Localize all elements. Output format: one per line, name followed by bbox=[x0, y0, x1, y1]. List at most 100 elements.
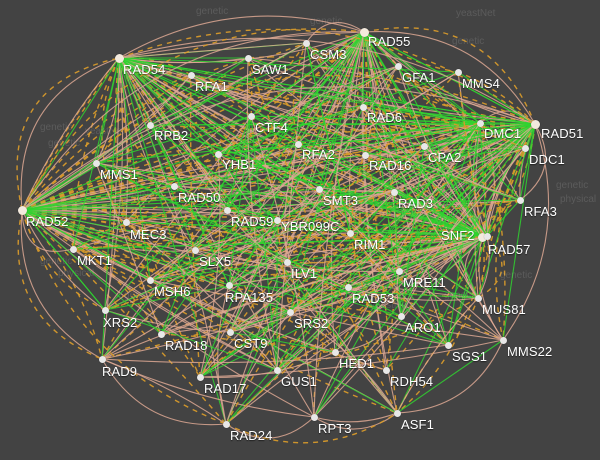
graph-edge bbox=[95, 31, 365, 164]
graph-node-rad51[interactable] bbox=[530, 119, 540, 129]
graph-edge bbox=[118, 57, 192, 76]
graph-node-slx5[interactable] bbox=[191, 246, 199, 254]
graph-edge bbox=[276, 219, 387, 371]
graph-edge bbox=[118, 15, 365, 59]
graph-edge bbox=[400, 122, 481, 317]
graph-node-rad57[interactable] bbox=[483, 232, 491, 240]
graph-edge bbox=[21, 28, 365, 211]
graph-node-gfa1[interactable] bbox=[394, 62, 402, 70]
graph-edge bbox=[334, 286, 349, 353]
graph-edge bbox=[199, 351, 336, 378]
graph-node-rim1[interactable] bbox=[346, 229, 354, 237]
graph-edge bbox=[250, 115, 521, 201]
graph-node-aro1[interactable] bbox=[397, 312, 405, 320]
graph-edge bbox=[104, 115, 252, 311]
graph-node-rad16[interactable] bbox=[361, 151, 369, 159]
graph-edge bbox=[21, 209, 291, 313]
graph-edge bbox=[250, 115, 315, 418]
graph-node-asf1[interactable] bbox=[393, 409, 401, 417]
graph-edge bbox=[21, 57, 249, 211]
graph-node-rdh54[interactable] bbox=[382, 366, 390, 374]
graph-node-rfa3[interactable] bbox=[516, 196, 524, 204]
graph-node-mms4[interactable] bbox=[454, 68, 462, 76]
graph-node-hed1[interactable] bbox=[331, 348, 339, 356]
graph-node-rad54[interactable] bbox=[114, 53, 124, 63]
graph-node-mus81[interactable] bbox=[474, 294, 482, 302]
graph-node-saw1[interactable] bbox=[244, 54, 252, 62]
graph-node-yhb1[interactable] bbox=[214, 150, 222, 158]
graph-edge bbox=[228, 122, 481, 286]
graph-node-ddc1[interactable] bbox=[521, 144, 529, 152]
graph-edge bbox=[226, 123, 536, 211]
graph-node-csm3[interactable] bbox=[302, 39, 310, 47]
graph-node-rfa2[interactable] bbox=[294, 140, 302, 148]
graph-edge bbox=[477, 123, 536, 299]
graph-node-gus1[interactable] bbox=[273, 366, 281, 374]
graph-node-mms1[interactable] bbox=[92, 159, 100, 167]
graph-edge bbox=[397, 65, 481, 124]
graph-node-dmc1[interactable] bbox=[476, 119, 484, 127]
graph-edge bbox=[21, 209, 74, 252]
graph-edge bbox=[118, 57, 228, 211]
graph-node-rad50[interactable] bbox=[170, 182, 178, 190]
graph-edge bbox=[101, 42, 307, 360]
graph-node-rad52[interactable] bbox=[17, 205, 27, 215]
graph-node-srs2[interactable] bbox=[286, 308, 294, 316]
graph-edge bbox=[160, 333, 336, 353]
graph-edge bbox=[397, 65, 488, 237]
graph-edge bbox=[149, 279, 504, 341]
graph-edge bbox=[318, 188, 488, 237]
graph-edge bbox=[225, 412, 398, 444]
graph-edge bbox=[217, 31, 365, 155]
graph-node-rfa1[interactable] bbox=[187, 71, 195, 79]
graph-node-rad17[interactable] bbox=[196, 373, 204, 381]
graph-edge bbox=[104, 122, 481, 311]
graph-edge bbox=[118, 42, 307, 59]
graph-node-smt3[interactable] bbox=[315, 185, 323, 193]
graph-edge bbox=[363, 31, 536, 125]
graph-node-rad53[interactable] bbox=[344, 283, 352, 291]
graph-edge bbox=[502, 123, 550, 341]
graph-edge bbox=[400, 123, 536, 317]
graph-edge bbox=[199, 339, 504, 378]
graph-node-rad6[interactable] bbox=[359, 103, 367, 111]
graph-node-ybr099c[interactable] bbox=[273, 216, 281, 224]
graph-edge bbox=[226, 209, 288, 263]
graph-edge bbox=[189, 74, 201, 378]
graph-node-msh6[interactable] bbox=[146, 276, 154, 284]
graph-edge bbox=[118, 28, 536, 125]
graph-node-rad24[interactable] bbox=[222, 420, 230, 428]
graph-node-rpa135[interactable] bbox=[225, 281, 233, 289]
graph-node-rad18[interactable] bbox=[157, 330, 165, 338]
graph-node-rad55[interactable] bbox=[359, 27, 369, 37]
graph-edge bbox=[289, 311, 449, 346]
graph-node-xrs2[interactable] bbox=[101, 306, 109, 314]
graph-edge bbox=[101, 235, 488, 360]
graph-node-mre11[interactable] bbox=[395, 267, 403, 275]
graph-edge bbox=[362, 106, 398, 414]
graph-edge bbox=[519, 123, 547, 201]
graph-edge bbox=[364, 115, 536, 156]
graph-node-rad9[interactable] bbox=[98, 355, 106, 363]
graph-node-sgs1[interactable] bbox=[444, 341, 452, 349]
graph-node-mms22[interactable] bbox=[499, 336, 507, 344]
graph-edge bbox=[226, 209, 278, 221]
graph-edge bbox=[398, 123, 536, 272]
graph-edge bbox=[396, 339, 504, 414]
graph-node-ilv1[interactable] bbox=[283, 258, 291, 266]
graph-node-cst9[interactable] bbox=[226, 328, 234, 336]
graph-edge bbox=[21, 199, 521, 218]
graph-node-mkt1[interactable] bbox=[69, 245, 77, 253]
graph-node-snf2[interactable] bbox=[477, 232, 487, 242]
graph-node-rad3[interactable] bbox=[390, 188, 398, 196]
graph-node-ctf4[interactable] bbox=[247, 112, 255, 120]
graph-node-rpb2[interactable] bbox=[146, 121, 154, 129]
graph-edge bbox=[247, 56, 481, 124]
graph-edge bbox=[396, 297, 479, 414]
graph-node-cpa2[interactable] bbox=[420, 142, 428, 150]
graph-node-rad59[interactable] bbox=[223, 206, 231, 214]
graph-node-rpt3[interactable] bbox=[310, 413, 318, 421]
graph-edge bbox=[349, 232, 449, 346]
graph-node-mec3[interactable] bbox=[122, 218, 130, 226]
